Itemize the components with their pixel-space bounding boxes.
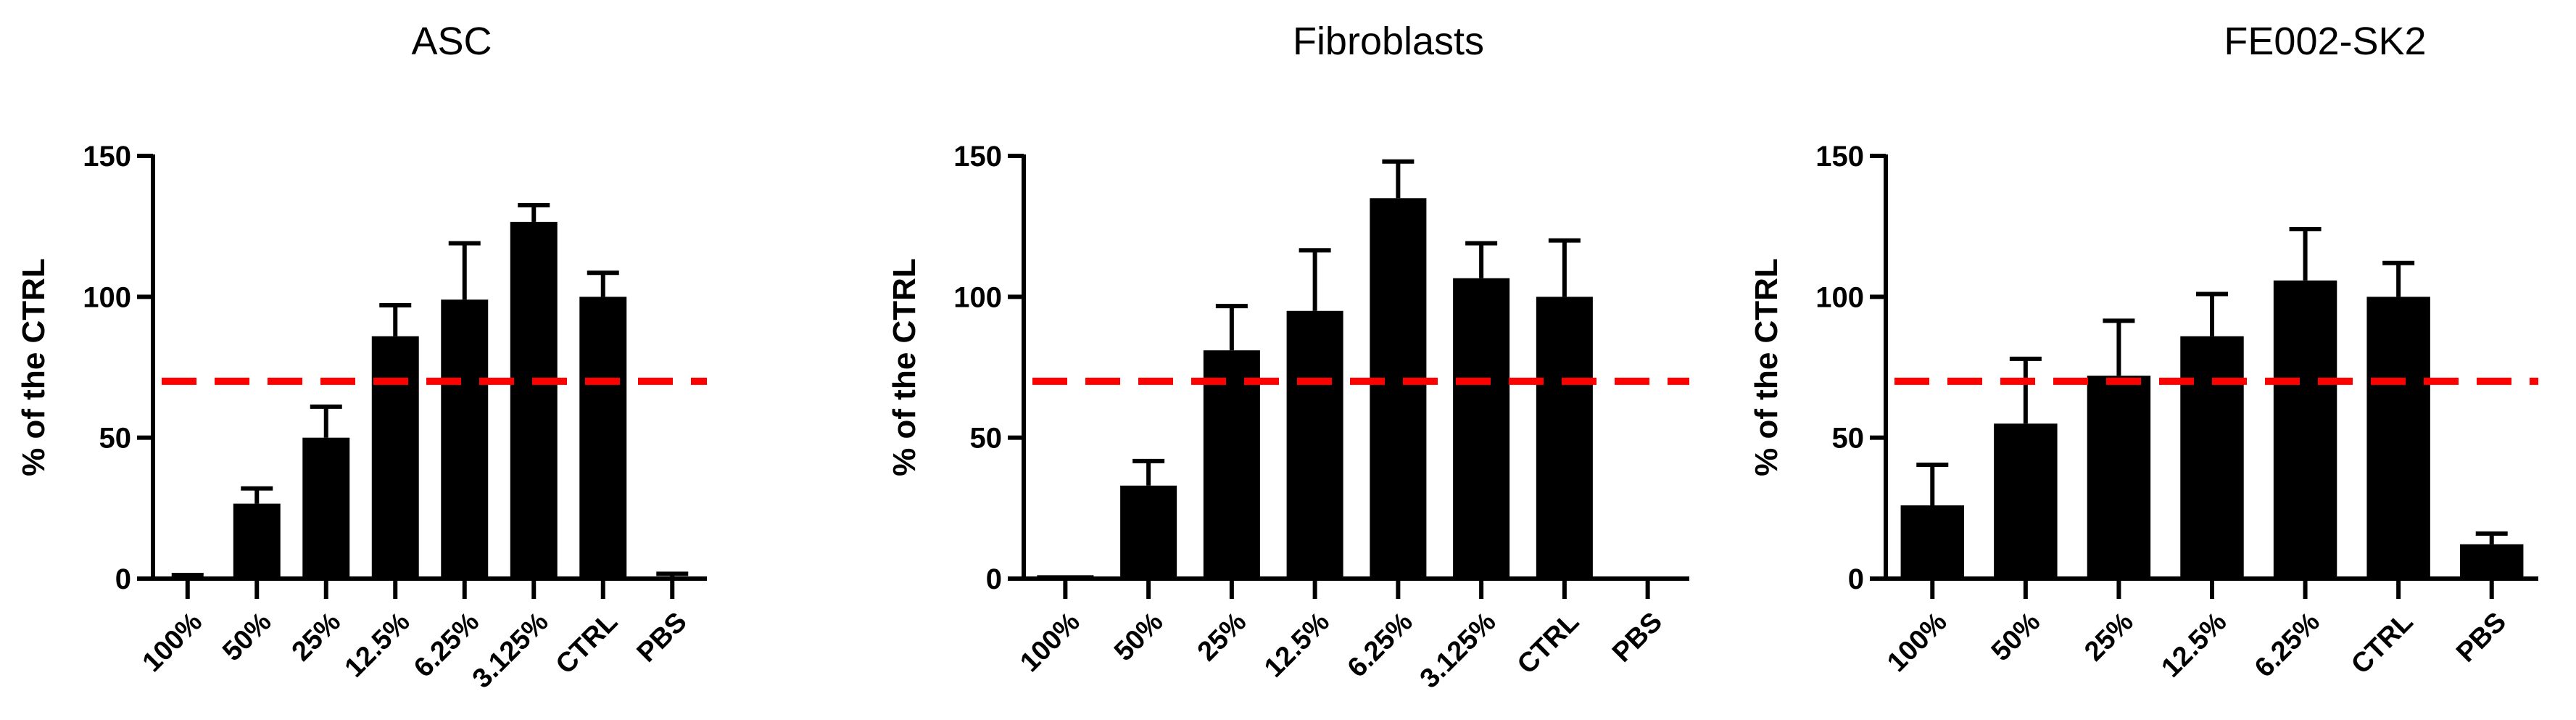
bar (2087, 376, 2151, 579)
chart-title: FE002-SK2 (2224, 20, 2426, 63)
x-tick-label: 50% (217, 607, 277, 667)
chart-panel-2: FE002-SK2 % of the CTRL 0 50 100 150 100% 50% 25… (1749, 20, 2538, 684)
x-tick-label: 25% (1192, 607, 1252, 667)
chart-panel-0: ASC % of the CTRL 0 50 100 150 100% 50% 25%12.5%… (16, 20, 707, 695)
x-tick-label: 3.125% (467, 607, 555, 695)
bar (1453, 278, 1510, 579)
y-tick-label: 50 (1832, 423, 1865, 455)
x-tick-label: 3.125% (1415, 607, 1502, 695)
x-tick-label: CTRL (1512, 607, 1585, 680)
x-tick-label: 100% (137, 607, 208, 678)
y-tick-label: 100 (953, 281, 1002, 313)
bar (1994, 423, 2058, 579)
bar (1286, 310, 1343, 579)
y-tick-label: 50 (99, 423, 132, 455)
bar (2460, 544, 2524, 579)
x-tick-label: 6.25% (1342, 607, 1419, 684)
bar (648, 576, 696, 579)
x-tick-label: 12.5% (339, 607, 416, 684)
bar (1900, 505, 1964, 579)
x-tick-label: 100% (1881, 607, 1952, 678)
x-tick-label: PBS (2451, 607, 2512, 669)
y-tick-label: 0 (986, 563, 1002, 595)
x-tick-label: CTRL (2345, 607, 2419, 680)
bar (1536, 297, 1593, 579)
y-tick-label: 0 (115, 563, 131, 595)
x-tick-label: CTRL (550, 607, 624, 680)
x-tick-label: 25% (286, 607, 347, 667)
x-tick-label: 100% (1014, 607, 1085, 678)
bar (2366, 297, 2430, 579)
x-tick-label: 6.25% (2249, 607, 2326, 684)
y-tick-label: 150 (953, 141, 1002, 173)
chart-title: ASC (411, 20, 492, 63)
x-tick-label: 50% (1986, 607, 2046, 667)
bar (441, 299, 489, 579)
bar (1203, 350, 1260, 579)
x-tick-label: 50% (1109, 607, 1169, 667)
y-tick-label: 0 (1848, 563, 1864, 595)
y-tick-label: 100 (83, 281, 131, 313)
y-axis-label: % of the CTRL (16, 258, 51, 476)
bar (371, 336, 419, 579)
bar (510, 221, 558, 579)
x-tick-label: 12.5% (1259, 607, 1335, 684)
y-axis-label: % of the CTRL (887, 258, 922, 476)
y-tick-label: 100 (1815, 281, 1864, 313)
bar (164, 576, 212, 579)
x-tick-label: PBS (1607, 607, 1668, 669)
y-tick-label: 150 (1815, 141, 1864, 173)
bar (1120, 485, 1177, 579)
chart-panel-1: Fibroblasts % of the CTRL 0 50 100 150 100% 50%… (887, 20, 1689, 695)
x-tick-label: PBS (631, 607, 693, 669)
y-axis-label: % of the CTRL (1749, 258, 1784, 476)
bar (302, 437, 350, 579)
bar (579, 297, 627, 579)
y-tick-label: 50 (970, 423, 1003, 455)
bar (1619, 576, 1676, 579)
bar (2180, 336, 2244, 579)
bar (1370, 198, 1427, 579)
bar (2273, 280, 2337, 579)
bar (1037, 575, 1094, 579)
x-tick-label: 25% (2079, 607, 2139, 667)
bar (233, 503, 281, 579)
x-tick-label: 12.5% (2155, 607, 2232, 684)
chart-title: Fibroblasts (1293, 20, 1484, 63)
y-tick-label: 150 (83, 141, 131, 173)
